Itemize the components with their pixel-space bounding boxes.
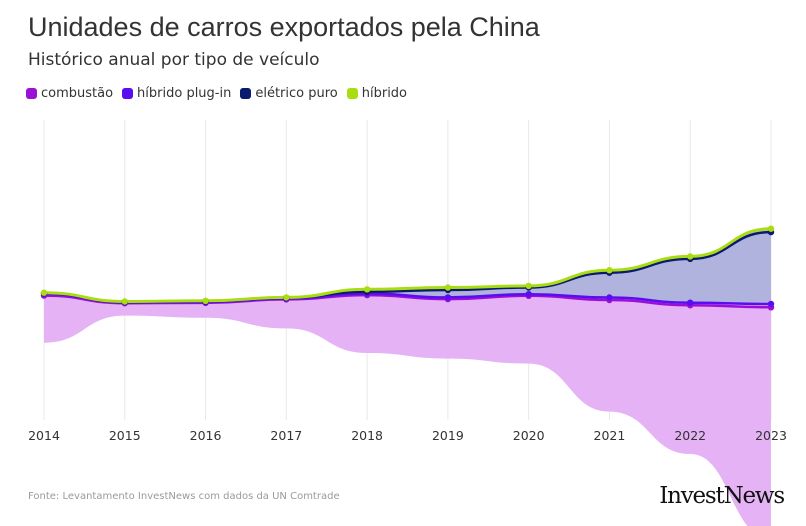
area-eletrico-puro [44, 232, 771, 304]
area-combustao [44, 295, 771, 526]
chart-subtitle: Histórico anual por tipo de veículo [28, 50, 320, 70]
point-hibrido-2022 [687, 253, 694, 260]
x-tick-label-2015: 2015 [109, 428, 141, 443]
x-tick-label-2023: 2023 [755, 428, 787, 443]
x-tick-label-2022: 2022 [674, 428, 706, 443]
point-hibrido-2023 [767, 225, 775, 232]
legend-item-hibrido-plug-in[interactable]: híbrido plug-in [122, 86, 231, 101]
point-hibrido-2017 [283, 294, 290, 301]
chart-title: Unidades de carros exportados pela China [28, 12, 540, 42]
point-hibrido-plug-in-2020 [525, 291, 532, 298]
legend-label-combustao: combustão [41, 86, 114, 101]
point-hibrido-2021 [606, 267, 613, 274]
source-note: Fonte: Levantamento InvestNews com dados… [28, 491, 340, 502]
point-hibrido-2018 [363, 286, 371, 293]
x-tick-label-2020: 2020 [513, 428, 545, 443]
x-tick-label-2021: 2021 [594, 428, 626, 443]
point-hibrido-plug-in-2022 [687, 299, 694, 306]
legend-label-eletrico-puro: elétrico puro [255, 86, 338, 101]
legend: combustão híbrido plug-in elétrico puro … [26, 86, 416, 101]
legend-swatch-hibrido [346, 88, 358, 99]
point-hibrido-2019 [444, 284, 452, 291]
series-line-hibrido [43, 227, 772, 304]
legend-swatch-combustao [26, 88, 37, 99]
x-tick-label-2016: 2016 [190, 428, 222, 443]
point-hibrido-2016 [202, 297, 209, 304]
point-hibrido-2015 [121, 298, 128, 305]
x-tick-label-2018: 2018 [351, 428, 383, 443]
point-hibrido-2014 [40, 289, 48, 296]
legend-label-hibrido: híbrido [361, 86, 408, 101]
x-tick-label-2014: 2014 [28, 428, 60, 443]
investnews-logo: InvestNews [659, 483, 785, 509]
point-hibrido-plug-in-2019 [444, 294, 452, 301]
x-tick-label-2019: 2019 [432, 428, 464, 443]
x-tick-label-2017: 2017 [270, 428, 302, 443]
legend-swatch-hibrido-plug-in [122, 88, 134, 99]
legend-item-combustao[interactable]: combustão [26, 86, 113, 101]
legend-item-hibrido[interactable]: híbrido [346, 86, 408, 101]
legend-item-eletrico-puro[interactable]: elétrico puro [240, 86, 338, 101]
point-hibrido-plug-in-2021 [606, 294, 613, 301]
legend-swatch-eletrico-puro [240, 88, 252, 99]
point-hibrido-2020 [525, 282, 532, 290]
point-hibrido-plug-in-2023 [767, 300, 775, 308]
legend-label-hibrido-plug-in: híbrido plug-in [137, 86, 232, 101]
